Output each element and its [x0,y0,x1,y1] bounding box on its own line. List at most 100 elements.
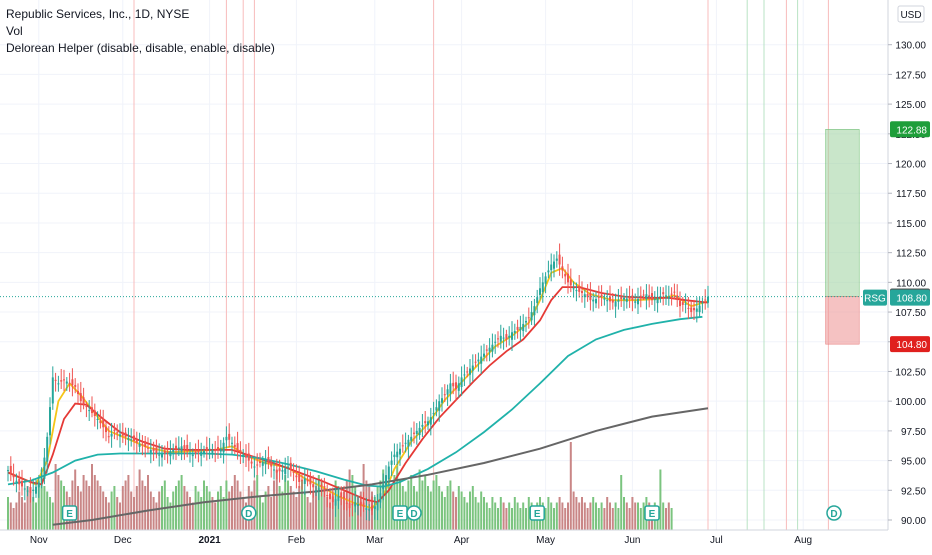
volume-bar [233,475,236,530]
indicator-legend[interactable]: Delorean Helper (disable, disable, enabl… [6,41,275,55]
candle-body [239,449,242,453]
volume-bar [611,508,614,530]
event-marker-E[interactable]: E [392,505,408,521]
candle-body [614,301,617,307]
volume-bar [581,497,583,530]
volume-bar [385,475,387,530]
candle-body [51,377,54,404]
volume-bar [303,491,306,530]
candle-body [284,468,287,475]
candle-body [49,407,51,436]
event-letter: E [397,509,404,520]
volume-legend[interactable]: Vol [6,24,23,38]
candle-body [312,484,315,488]
candle-body [46,436,49,462]
volume-bar [620,475,623,530]
time-tick-label: Dec [114,535,132,546]
event-marker-D[interactable]: D [241,505,257,521]
candle-body [250,461,253,464]
price-tick-label: 120.00 [895,160,926,171]
event-marker-E[interactable]: E [529,505,545,521]
candle-body [561,266,564,271]
candle-body [340,492,343,498]
volume-bar [460,491,463,530]
volume-bar [343,491,345,530]
volume-bar [483,497,485,530]
volume-bar [511,508,513,530]
volume-bar [130,491,133,530]
event-markers[interactable]: EDEDEEDE [61,505,932,521]
event-marker-D[interactable]: D [406,505,422,521]
time-tick-label: Mar [366,535,384,546]
candle-body [695,308,698,312]
candle-body [648,295,651,298]
volume-bar [93,475,96,530]
volume-bar [298,486,301,530]
volume-bar [583,502,586,530]
candle-body [639,295,642,297]
candle-body [183,445,186,449]
volume-bar [54,464,57,530]
candle-body [197,450,200,453]
volume-bar [480,491,483,530]
volume-bar [429,491,432,530]
candle-body [399,448,401,455]
candle-body [707,296,709,303]
candle-body [357,503,359,506]
price-tick-label: 90.00 [901,516,926,527]
volume-bar [387,480,390,530]
time-axis[interactable]: Nov Dec 2021 Feb Mar Apr May Jun Jul Aug [30,535,812,546]
volume-bar [617,508,620,530]
candle-body [7,470,9,472]
symbol-title[interactable]: Republic Services, Inc., 1D, NYSE [6,7,190,21]
candle-body [497,338,499,340]
candle-body [693,308,695,311]
stop-zone [825,296,860,345]
volume-bar [527,497,530,530]
volume-bar [200,497,203,530]
volume-bar [544,508,547,530]
event-marker-E[interactable]: E [61,505,78,521]
candle-body [110,433,113,437]
volume-bar [88,486,91,530]
candle-body [348,503,351,509]
candle-body [595,298,597,304]
volume-bar [169,502,172,530]
volume-bar [166,497,169,530]
volume-bar [82,475,85,530]
candle-body [564,273,567,277]
volume-bar [57,475,60,530]
volume-bar [491,497,494,530]
volume-bar [471,486,474,530]
volume-bar [51,502,54,530]
price-tick-label: 100.00 [895,397,926,408]
volume-bar [625,502,628,530]
earnings-icon [61,505,78,521]
candle-body [676,295,679,299]
candle-body [382,484,385,490]
volume-bar [264,491,267,530]
candle-body [446,389,449,395]
volume-bar [600,502,603,530]
candle-body [9,465,12,474]
candle-body [74,384,77,387]
candle-body [427,421,429,426]
candle-body [203,451,205,454]
currency-badge[interactable] [897,5,925,23]
candle-body [211,449,214,453]
volume-bar [306,497,309,530]
volume-bar [329,502,331,530]
candle-body [637,298,639,305]
volume-bar [205,486,208,530]
volume-bar [32,497,35,530]
candle-body [572,288,575,290]
event-letter: E [534,509,541,520]
event-marker-E[interactable]: E [644,505,660,521]
candle-body [18,478,21,485]
dividend-icon [826,505,842,521]
volume-bar [284,475,287,530]
position-projection[interactable] [825,129,860,345]
event-marker-D[interactable]: D [826,505,842,521]
